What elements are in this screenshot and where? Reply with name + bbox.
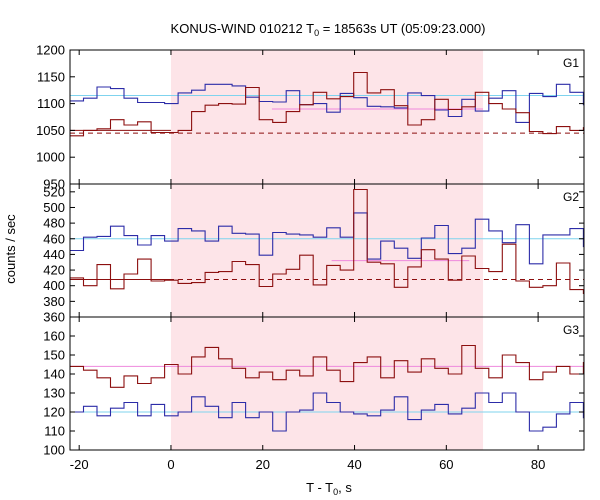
- panel-frame: [69, 316, 585, 451]
- x-tick-label: 40: [347, 457, 361, 472]
- x-axis-label: T - T0, s: [306, 480, 352, 497]
- y-tick-label: 1000: [36, 150, 65, 165]
- x-tick-label: 20: [256, 457, 270, 472]
- y-tick-label: 420: [43, 263, 65, 278]
- chart-title: KONUS-WIND 010212 T0 = 18563s UT (05:09:…: [171, 21, 486, 38]
- series-red-step: [70, 344, 584, 388]
- panel-label: G1: [563, 56, 579, 70]
- series-blue-step: [70, 392, 584, 432]
- y-tick-label: 140: [43, 367, 65, 382]
- panel-plot-region: [70, 344, 584, 432]
- plot-area: 95010001050110011501200G1360380400420440…: [36, 43, 585, 472]
- x-tick-label: 0: [167, 457, 174, 472]
- y-tick-label: 100: [43, 443, 65, 458]
- y-tick-label: 120: [43, 405, 65, 420]
- panel-plot-region: [70, 188, 584, 295]
- y-axis-label: counts / sec: [3, 214, 18, 284]
- y-tick-label: 150: [43, 348, 65, 363]
- y-tick-label: 520: [43, 184, 65, 199]
- y-tick-label: 1200: [36, 43, 65, 58]
- y-tick-label: 380: [43, 294, 65, 309]
- series-blue-step: [70, 83, 584, 123]
- x-tick-label: 80: [531, 457, 545, 472]
- y-tick-label: 480: [43, 216, 65, 231]
- y-tick-label: 950: [43, 177, 65, 192]
- y-tick-label: 160: [43, 329, 65, 344]
- series-blue-step: [70, 212, 584, 265]
- y-tick-label: 360: [43, 310, 65, 325]
- y-tick-label: 110: [44, 424, 65, 439]
- panel-plot-region: [70, 71, 584, 137]
- y-tick-label: 460: [43, 231, 65, 246]
- y-tick-label: 130: [43, 386, 65, 401]
- y-tick-label: 500: [43, 200, 65, 215]
- x-tick-label: 60: [439, 457, 453, 472]
- y-tick-label: 1050: [36, 123, 65, 138]
- x-tick-label: -20: [70, 457, 89, 472]
- y-tick-label: 440: [43, 247, 65, 262]
- series-red-step: [70, 71, 584, 137]
- panel-label: G3: [563, 323, 579, 337]
- panel-label: G2: [563, 190, 579, 204]
- panel-g1: 950 1000 1050 1100 1150 1200 G1: [36, 43, 585, 192]
- y-tick-label: 1150: [37, 69, 65, 84]
- y-tick-label: 1100: [37, 96, 65, 111]
- series-red-step: [70, 188, 584, 295]
- y-tick-label: 400: [43, 278, 65, 293]
- panel-g3: 100 110 120 130 140 150 160 G3: [43, 316, 585, 458]
